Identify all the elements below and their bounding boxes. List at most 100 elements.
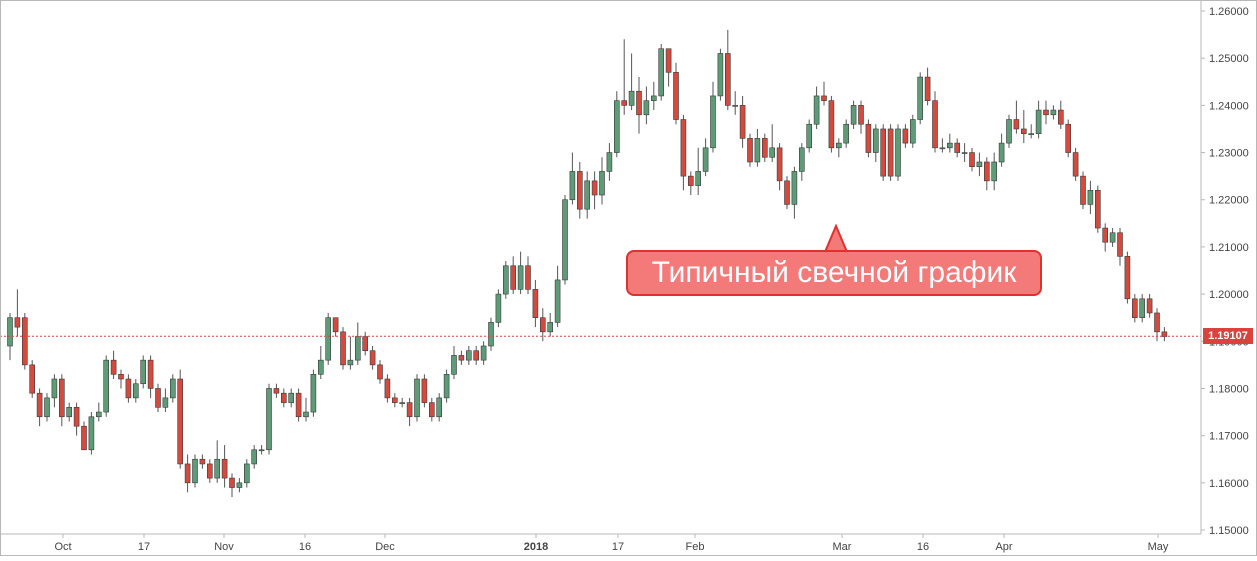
- candle-body: [613, 100, 620, 153]
- candle-body: [118, 373, 124, 380]
- candle-body: [221, 458, 228, 479]
- chart-annotation-callout: Типичный свечной график: [626, 250, 1042, 296]
- candle-body: [1139, 298, 1145, 318]
- candle-body: [192, 458, 198, 484]
- candle-body: [21, 317, 28, 366]
- candle-body: [488, 322, 494, 347]
- candle-body: [628, 90, 635, 106]
- candle-body: [732, 105, 739, 107]
- candle-body: [717, 53, 724, 97]
- candle-body: [280, 392, 287, 403]
- candle-body: [377, 364, 383, 380]
- current-price-label: 1.19107: [1203, 328, 1253, 344]
- candle-body: [317, 359, 324, 375]
- candle-body: [1080, 175, 1086, 205]
- candle-body: [251, 449, 257, 465]
- candle-body: [236, 482, 243, 488]
- y-tick-label: 1.16000: [1209, 478, 1249, 490]
- y-tick-label: 1.25000: [1209, 53, 1249, 65]
- candle-body: [991, 161, 998, 182]
- candle-body: [525, 265, 531, 290]
- candle-body: [976, 161, 983, 167]
- y-tick-label: 1.21000: [1209, 242, 1249, 254]
- candle-body: [7, 317, 13, 347]
- candle-body: [724, 53, 731, 106]
- candle-body: [295, 392, 302, 418]
- candle-body: [58, 378, 65, 418]
- candle-body: [88, 416, 95, 451]
- x-tick-label: 16: [299, 541, 311, 553]
- x-tick-label: May: [1148, 541, 1169, 553]
- candle-body: [140, 359, 146, 385]
- candle-body: [902, 128, 909, 144]
- candle-body: [636, 90, 642, 116]
- candle-body: [436, 397, 443, 418]
- candle-body: [954, 142, 961, 153]
- y-tick-label: 1.17000: [1209, 431, 1249, 443]
- y-tick-label: 1.18000: [1209, 383, 1249, 395]
- candle-body: [451, 355, 457, 375]
- candle-body: [1050, 109, 1057, 116]
- candle-body: [147, 359, 154, 389]
- candle-body: [110, 359, 117, 375]
- candle-body: [199, 458, 206, 465]
- candle-body: [288, 392, 295, 403]
- candle-body: [813, 95, 820, 125]
- candle-body: [81, 425, 87, 451]
- candle-body: [1043, 109, 1049, 116]
- candle-body: [850, 105, 857, 125]
- candle-body: [103, 359, 109, 413]
- candle-body: [480, 345, 487, 361]
- candle-body: [828, 100, 835, 149]
- candle-body: [769, 147, 776, 158]
- candle-body: [473, 350, 480, 361]
- candle-body: [924, 76, 931, 101]
- candle-body: [969, 152, 975, 168]
- candle-body: [340, 331, 346, 366]
- candle-body: [1095, 189, 1101, 229]
- candle-body: [687, 175, 694, 186]
- candle-body: [458, 355, 465, 361]
- candle-body: [465, 350, 472, 361]
- candle-body: [184, 463, 191, 484]
- candle-body: [539, 317, 546, 333]
- candle-body: [414, 378, 420, 418]
- candle-body: [207, 463, 213, 479]
- candle-body: [946, 142, 953, 149]
- candle-body: [569, 171, 576, 201]
- candle-body: [821, 95, 827, 101]
- x-tick-label: Nov: [214, 541, 234, 553]
- candle-body: [1006, 119, 1012, 144]
- candle-body: [229, 477, 235, 488]
- candle-body: [576, 171, 583, 210]
- candle-body: [155, 388, 161, 408]
- candle-body: [739, 105, 746, 139]
- candle-body: [362, 336, 369, 352]
- candle-body: [761, 138, 768, 158]
- y-tick-label: 1.26000: [1209, 6, 1249, 18]
- candle-body: [325, 317, 332, 361]
- y-tick-label: 1.22000: [1209, 195, 1249, 207]
- candle-body: [51, 378, 58, 399]
- candle-body: [665, 48, 672, 73]
- candle-body: [177, 378, 183, 465]
- candle-body: [1035, 109, 1042, 134]
- candle-body: [702, 147, 709, 172]
- candle-body: [562, 199, 568, 281]
- candle-body: [932, 100, 938, 149]
- candle-body: [36, 392, 43, 418]
- x-tick-label: 16: [917, 541, 929, 553]
- candle-body: [680, 119, 687, 177]
- candle-body: [369, 350, 376, 366]
- x-tick-label: Feb: [686, 541, 705, 553]
- candle-body: [354, 336, 361, 361]
- candle-body: [29, 364, 36, 394]
- candle-body: [1013, 119, 1020, 130]
- candle-body: [428, 402, 435, 418]
- candle-body: [495, 293, 502, 323]
- x-tick-label: Apr: [995, 541, 1012, 553]
- y-tick-label: 1.24000: [1209, 100, 1249, 112]
- candle-body: [443, 373, 450, 399]
